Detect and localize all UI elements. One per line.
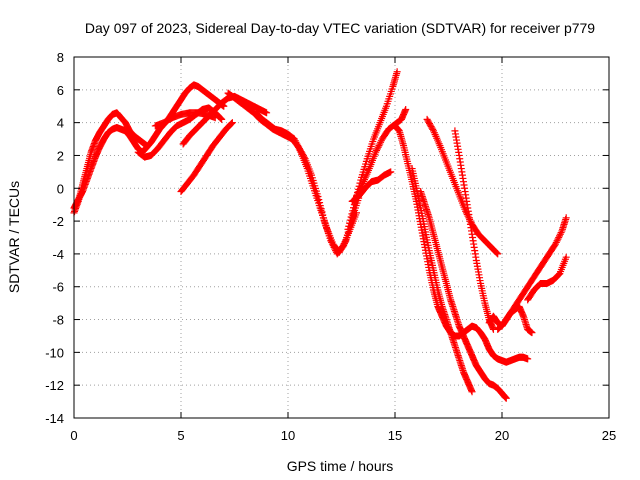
series-sat-n [417, 188, 510, 402]
data-point-interp [375, 142, 383, 150]
data-point [562, 253, 570, 261]
data-point-interp [555, 234, 563, 241]
data-point-interp [493, 249, 501, 257]
data-point-interp [556, 230, 564, 238]
series-sat-d [151, 109, 219, 130]
data-point-interp [492, 248, 500, 256]
series-sat-k [348, 168, 395, 205]
data-point-interp [348, 210, 356, 218]
data-point [263, 109, 271, 117]
data-point-interp [552, 238, 560, 246]
data-point-interp [358, 181, 366, 189]
y-tick-label: -8 [52, 313, 64, 328]
y-tick-label: -14 [45, 411, 64, 426]
chart-title: Day 097 of 2023, Sidereal Day-to-day VTE… [85, 20, 595, 36]
x-tick-label: 0 [70, 428, 77, 443]
series-sat-m [408, 165, 476, 396]
data-point-interp [346, 219, 354, 227]
y-tick-label: -12 [45, 378, 64, 393]
y-axis-label: SDTVAR / TECUs [6, 181, 22, 293]
x-tick-label: 25 [602, 428, 616, 443]
data-point [387, 168, 395, 176]
points-layer [70, 68, 570, 402]
data-point-interp [376, 140, 384, 148]
data-point [344, 225, 352, 233]
data-point-interp [377, 138, 385, 146]
y-tick-label: 2 [57, 148, 64, 163]
y-tick-label: -4 [52, 247, 64, 262]
data-point [211, 114, 219, 122]
data-point-interp [350, 204, 358, 212]
data-point [528, 329, 536, 337]
data-point-interp [295, 145, 303, 153]
y-tick-label: -10 [45, 345, 64, 360]
x-tick-label: 15 [388, 428, 402, 443]
data-point-interp [557, 229, 565, 237]
y-tick-label: -2 [52, 214, 64, 229]
data-point-interp [292, 138, 300, 146]
data-point-interp [373, 147, 381, 155]
data-point [468, 388, 476, 396]
grid-layer [74, 57, 609, 418]
data-point [402, 106, 410, 114]
y-tick-label: 8 [57, 50, 64, 65]
data-point-interp [296, 147, 304, 155]
data-point [290, 135, 298, 143]
data-point-interp [553, 237, 561, 245]
data-point [562, 214, 570, 222]
data-point-interp [217, 115, 225, 123]
data-point [502, 394, 510, 402]
data-point [372, 148, 380, 156]
series-sat-r [524, 253, 570, 304]
ticks-layer: 0 5 10 15 20 25 -14 -12 -10 -8 -6 -4 -2 0 2 4 6 8 [45, 50, 616, 443]
data-point-interp [429, 125, 437, 133]
data-point-interp [349, 207, 357, 215]
data-point-interp [293, 140, 301, 148]
data-point [393, 68, 401, 76]
series-sat-s [485, 302, 536, 337]
data-point [218, 115, 226, 123]
x-tick-label: 5 [177, 428, 184, 443]
data-point [228, 119, 236, 127]
series-sat-i [344, 68, 401, 233]
data-point-interp [556, 232, 564, 240]
data-point-interp [347, 213, 355, 221]
series-sat-o [423, 115, 502, 258]
data-point-interp [294, 142, 302, 150]
data-point-interp [294, 143, 302, 151]
x-axis-label: GPS time / hours [287, 458, 394, 474]
data-point-interp [341, 238, 349, 246]
data-point-interp [374, 143, 382, 151]
x-tick-label: 10 [281, 428, 295, 443]
data-point-interp [373, 145, 381, 153]
data-point-interp [554, 235, 562, 243]
series-sat-g [224, 89, 360, 258]
data-point-interp [227, 120, 235, 128]
data-point [524, 355, 532, 363]
series-sat-e [177, 119, 236, 196]
data-point-interp [291, 137, 299, 145]
x-tick-label: 20 [495, 428, 509, 443]
data-point-interp [554, 271, 562, 279]
y-tick-label: 6 [57, 83, 64, 98]
y-tick-label: -6 [52, 280, 64, 295]
data-point-interp [228, 119, 236, 127]
data-point [494, 250, 502, 258]
plot-frame [73, 56, 610, 419]
series-sat-a [70, 109, 151, 217]
data-point-interp [346, 216, 354, 224]
data-point [552, 240, 559, 248]
data-point-interp [345, 222, 353, 230]
y-tick-label: 0 [57, 181, 64, 196]
y-tick-label: 4 [57, 116, 64, 131]
